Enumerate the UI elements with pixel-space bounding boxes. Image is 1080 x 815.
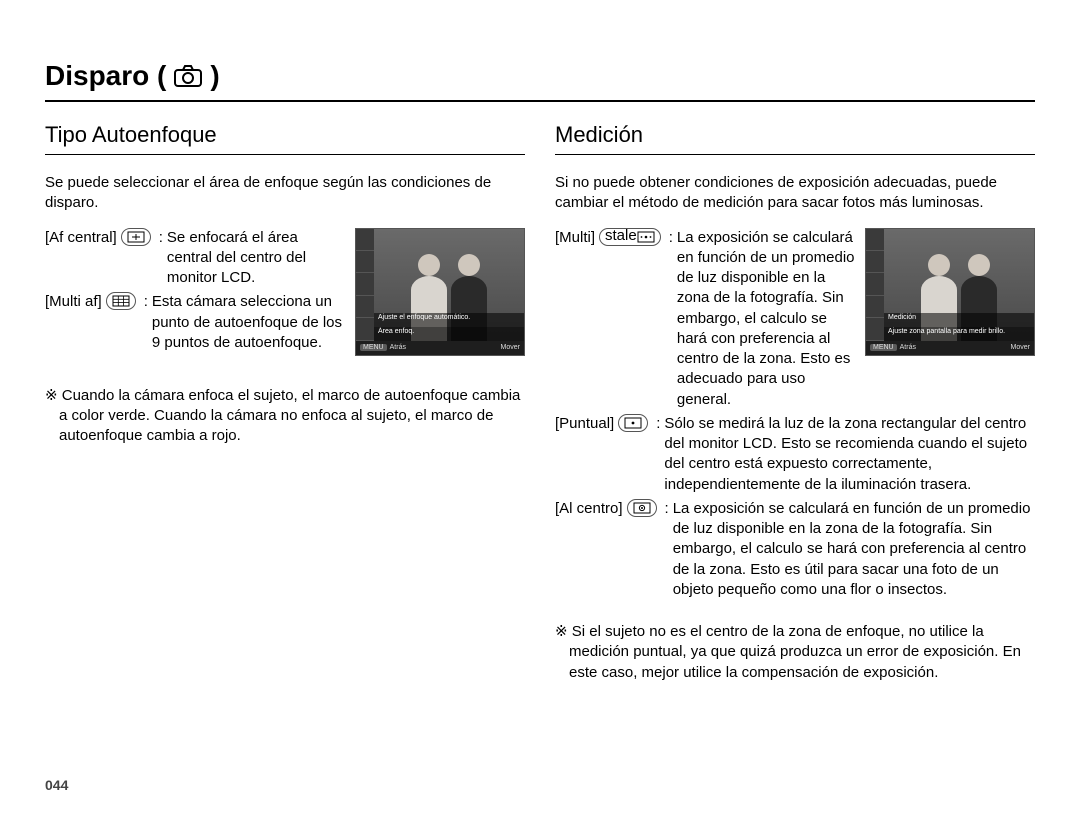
af-multi-icon bbox=[106, 292, 136, 310]
metering-center-icon bbox=[627, 499, 657, 517]
metering-option-spot: [Puntual] : Sólo se medirá la luz de la … bbox=[555, 414, 1035, 495]
lcd-move-label: Mover bbox=[501, 344, 520, 351]
separator-colon: : bbox=[140, 292, 152, 353]
lcd-label-top: Medición bbox=[884, 313, 1034, 327]
page-title-close: ) bbox=[210, 60, 219, 92]
metering-multi-desc: La exposición se calculará en función de… bbox=[677, 228, 855, 410]
af-center-icon bbox=[121, 228, 151, 246]
lcd-back-label: Atrás bbox=[900, 344, 916, 351]
metering-spot-icon bbox=[618, 414, 648, 432]
metering-center-desc: La exposición se calculará en función de… bbox=[673, 499, 1035, 600]
page-title: Disparo ( ) bbox=[45, 60, 1035, 102]
lcd-key-menu: MENU bbox=[360, 344, 387, 351]
metering-spot-label: [Puntual] bbox=[555, 414, 614, 495]
lcd-move-label: Mover bbox=[1011, 344, 1030, 351]
right-column: Medición Si no puede obtener condiciones… bbox=[555, 122, 1035, 683]
metering-spot-desc: Sólo se medirá la luz de la zona rectang… bbox=[664, 414, 1035, 495]
af-central-label: [Af central] bbox=[45, 228, 117, 289]
af-intro: Se puede seleccionar el área de enfoque … bbox=[45, 173, 525, 214]
camera-icon bbox=[174, 65, 202, 87]
separator-colon: : bbox=[665, 228, 677, 410]
metering-multi-icon: stale bbox=[599, 228, 661, 246]
separator-colon: : bbox=[652, 414, 664, 495]
lcd-sidebar bbox=[866, 229, 884, 341]
lcd-statusbar: MENUAtrás Mover bbox=[866, 341, 1034, 355]
af-note: ※ Cuando la cámara enfoca el sujeto, el … bbox=[45, 386, 525, 447]
separator-colon: : bbox=[155, 228, 167, 289]
note-marker: ※ bbox=[555, 623, 572, 640]
metering-option-multi: [Multi] stale : La exposición se calcula… bbox=[555, 228, 855, 410]
af-note-text: Cuando la cámara enfoca el sujeto, el ma… bbox=[59, 387, 520, 445]
af-central-desc: Se enfocará el área central del centro d… bbox=[167, 228, 345, 289]
af-multi-label: [Multi af] bbox=[45, 292, 102, 353]
section-heading-medicion: Medición bbox=[555, 122, 1035, 155]
note-marker: ※ bbox=[45, 387, 62, 404]
page-title-text: Disparo ( bbox=[45, 60, 166, 92]
lcd-preview-af: Ajuste el enfoque automático. Área enfoq… bbox=[355, 228, 525, 356]
lcd-back-label: Atrás bbox=[390, 344, 406, 351]
lcd-sidebar bbox=[356, 229, 374, 341]
metering-center-label: [Al centro] bbox=[555, 499, 623, 600]
metering-option-center: [Al centro] : La exposición se calculará… bbox=[555, 499, 1035, 600]
metering-multi-label: [Multi] bbox=[555, 228, 595, 410]
page-number: 044 bbox=[45, 777, 68, 793]
metering-note: ※ Si el sujeto no es el centro de la zon… bbox=[555, 622, 1035, 683]
lcd-preview-metering: Medición Ajuste zona pantalla para medir… bbox=[865, 228, 1035, 356]
section-heading-autoenfoque: Tipo Autoenfoque bbox=[45, 122, 525, 155]
lcd-statusbar: MENUAtrás Mover bbox=[356, 341, 524, 355]
af-option-central: [Af central] : Se enfocará el área centr… bbox=[45, 228, 345, 289]
metering-note-text: Si el sujeto no es el centro de la zona … bbox=[569, 623, 1021, 681]
lcd-key-menu: MENU bbox=[870, 344, 897, 351]
lcd-label-bottom: Ajuste zona pantalla para medir brillo. bbox=[884, 327, 1034, 341]
lcd-label-bottom: Área enfoq. bbox=[374, 327, 524, 341]
separator-colon: : bbox=[661, 499, 673, 600]
metering-intro: Si no puede obtener condiciones de expos… bbox=[555, 173, 1035, 214]
left-column: Tipo Autoenfoque Se puede seleccionar el… bbox=[45, 122, 525, 683]
lcd-label-top: Ajuste el enfoque automático. bbox=[374, 313, 524, 327]
af-multi-desc: Esta cámara selecciona un punto de autoe… bbox=[152, 292, 345, 353]
af-option-multi: [Multi af] : Esta cámara selecciona un p… bbox=[45, 292, 345, 353]
